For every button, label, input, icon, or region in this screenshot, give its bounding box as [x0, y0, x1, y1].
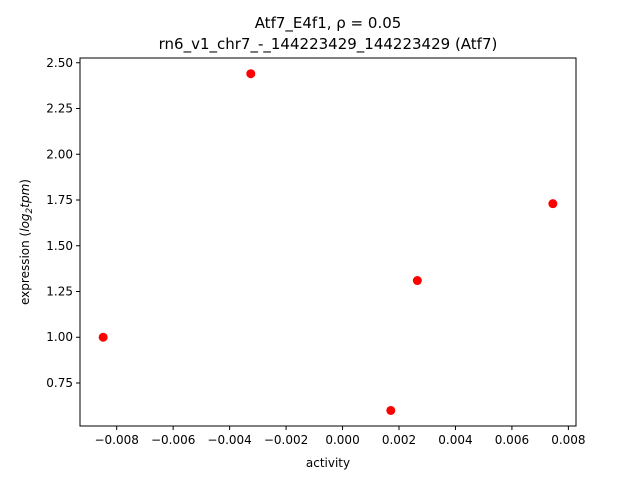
chart-title: Atf7_E4f1, ρ = 0.05	[254, 14, 402, 32]
x-tick-label: 0.002	[382, 433, 416, 447]
data-point	[548, 199, 558, 209]
y-tick-label: 0.75	[46, 376, 73, 390]
x-axis-ticks: −0.008 −0.006 −0.004 −0.002 0.000 0.002 0.004 0…	[94, 426, 586, 447]
chart-subtitle: rn6_v1_chr7_-_144223429_144223429 (Atf7)	[158, 35, 498, 53]
x-tick-label: 0.008	[551, 433, 585, 447]
axes-frame	[79, 57, 577, 427]
y-tick-label: 1.00	[46, 330, 73, 344]
y-tick-label: 1.25	[46, 284, 73, 298]
x-tick-label: 0.000	[325, 433, 359, 447]
y-tick-label: 1.75	[46, 193, 73, 207]
x-axis-label: activity	[306, 456, 350, 470]
x-tick-label: −0.002	[264, 433, 308, 447]
y-tick-label: 2.50	[46, 56, 73, 70]
x-tick-label: 0.004	[438, 433, 472, 447]
data-point	[386, 405, 396, 415]
data-points	[98, 69, 558, 415]
y-axis-ticks: 0.75 1.00 1.25 1.50 1.75 2.00 2.25 2.50	[46, 56, 80, 390]
x-tick-label: 0.006	[495, 433, 529, 447]
data-point	[98, 332, 108, 342]
data-point	[412, 276, 422, 286]
x-tick-label: −0.004	[207, 433, 251, 447]
y-tick-label: 1.50	[46, 239, 73, 253]
y-axis-label: expression (log2tpm)	[18, 179, 35, 305]
x-tick-label: −0.006	[151, 433, 195, 447]
data-point	[246, 69, 256, 79]
x-tick-label: −0.008	[94, 433, 138, 447]
y-tick-label: 2.00	[46, 147, 73, 161]
y-tick-label: 2.25	[46, 102, 73, 116]
